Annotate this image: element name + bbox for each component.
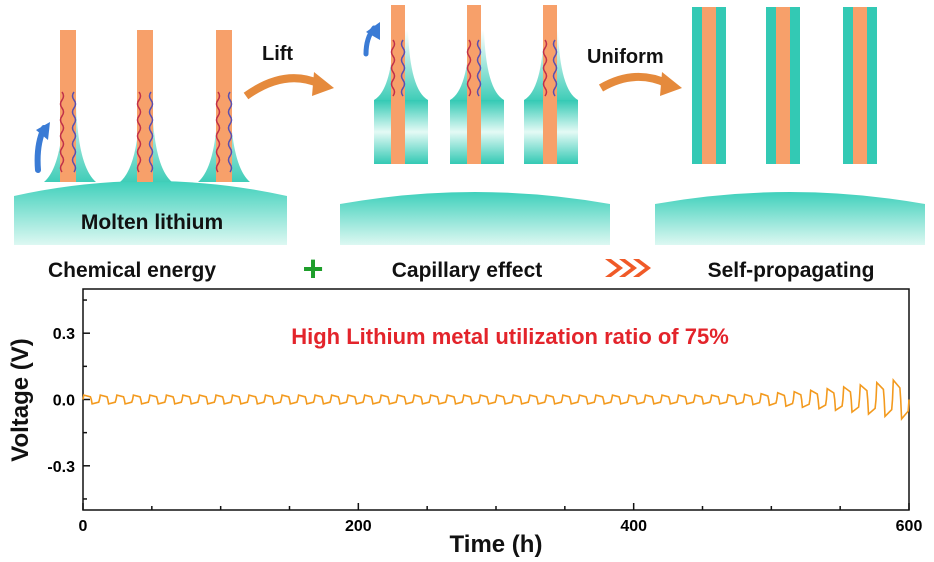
- lift-arrow-icon: [243, 74, 322, 100]
- capillary-bath: [340, 192, 610, 245]
- axis-ticks: [82, 299, 910, 510]
- mechanism-labels: Chemical energy + Capillary effect Self-…: [48, 248, 874, 289]
- uniform-arrowhead-icon: [660, 72, 682, 96]
- label-chemical-energy: Chemical energy: [48, 259, 216, 282]
- fiber-2: [120, 30, 172, 182]
- lift-arrow: Lift: [243, 43, 334, 100]
- label-self-propagating: Self-propagating: [708, 259, 875, 282]
- y-tick-label: -0.3: [47, 459, 75, 476]
- x-tick-label: 0: [79, 518, 88, 535]
- fiber-1: [44, 30, 96, 182]
- panel-molten-lithium: Molten lithium: [14, 30, 287, 245]
- plus-icon: +: [302, 248, 323, 289]
- x-tick-label: 400: [620, 518, 647, 535]
- capillary-rise-arrowhead-icon: [366, 22, 380, 40]
- y-tick-label: 0.0: [53, 393, 75, 410]
- rise-arrowhead-icon: [36, 122, 50, 140]
- x-axis-label: Time (h): [450, 531, 543, 558]
- y-axis-label: Voltage (V): [7, 338, 34, 462]
- coated-fiber-3: [843, 7, 877, 164]
- voltage-series-line: [82, 378, 910, 421]
- voltage-chart: High Lithium metal utilization ratio of …: [7, 288, 922, 558]
- sleeve-3: [524, 5, 578, 164]
- bath-label: Molten lithium: [81, 211, 223, 234]
- x-tick-label: 600: [896, 518, 923, 535]
- lift-label: Lift: [262, 43, 293, 65]
- uniform-arrow: Uniform: [587, 46, 682, 96]
- sleeve-1: [374, 5, 428, 164]
- uniform-bath: [655, 192, 925, 245]
- sleeve-2: [450, 5, 504, 164]
- y-tick-label: 0.3: [53, 326, 75, 343]
- label-capillary-effect: Capillary effect: [392, 259, 543, 282]
- uniform-label: Uniform: [587, 46, 664, 68]
- coated-fiber-1: [692, 7, 726, 164]
- fiber-3: [198, 30, 250, 182]
- chevrons-icon: [605, 259, 651, 277]
- uniform-arrow-icon: [598, 72, 670, 92]
- panel-uniform: [655, 7, 925, 245]
- molten-lithium-bath: [14, 181, 287, 245]
- panel-capillary: [340, 5, 610, 245]
- chart-annotation: High Lithium metal utilization ratio of …: [291, 324, 729, 349]
- x-tick-label: 200: [345, 518, 372, 535]
- axis-tick-labels: 0 200 400 600 0.3 0.0 -0.3: [47, 326, 922, 535]
- coated-fiber-2: [766, 7, 800, 164]
- lift-arrowhead-icon: [312, 72, 334, 96]
